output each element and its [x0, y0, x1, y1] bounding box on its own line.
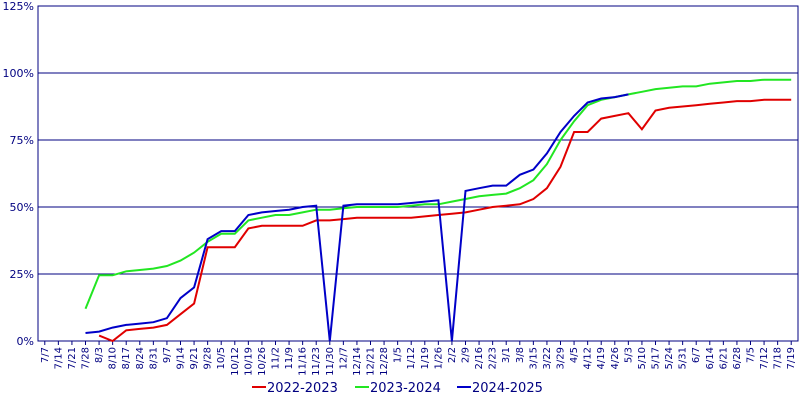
x-tick-label: 5/31: [678, 347, 689, 369]
x-tick-label: 11/9: [284, 347, 295, 369]
x-tick-label: 12/14: [352, 347, 363, 376]
y-tick-label: 75%: [10, 134, 34, 147]
x-tick-label: 10/26: [257, 347, 268, 376]
x-tick-label: 12/28: [379, 347, 390, 376]
y-tick-label: 125%: [3, 0, 34, 13]
x-tick-label: 5/24: [664, 347, 675, 369]
x-tick-label: 1/12: [406, 347, 417, 369]
x-tick-label: 3/15: [528, 347, 539, 369]
x-tick-label: 7/19: [786, 347, 797, 369]
x-tick-label: 8/24: [135, 347, 146, 369]
x-tick-label: 10/19: [243, 347, 254, 376]
x-tick-label: 2/2: [447, 347, 458, 363]
x-tick-label: 4/19: [596, 347, 607, 369]
x-tick-label: 7/7: [40, 347, 51, 363]
x-tick-label: 9/28: [203, 347, 214, 369]
x-tick-label: 11/30: [325, 347, 336, 376]
x-tick-label: 3/1: [501, 347, 512, 363]
x-tick-label: 2/9: [461, 347, 472, 363]
x-tick-label: 8/3: [94, 347, 105, 363]
x-tick-label: 8/31: [148, 347, 159, 369]
x-tick-label: 8/10: [108, 347, 119, 369]
x-tick-label: 11/23: [311, 347, 322, 376]
x-tick-label: 3/22: [542, 347, 553, 369]
x-tick-label: 5/3: [623, 347, 634, 363]
x-tick-label: 6/14: [705, 347, 716, 369]
plot-frame: [37, 5, 799, 342]
x-tick-label: 10/12: [230, 347, 241, 376]
x-tick-label: 12/7: [338, 347, 349, 369]
x-tick-label: 7/12: [759, 347, 770, 369]
y-tick-label: 0%: [17, 335, 34, 348]
x-tick-label: 5/10: [637, 347, 648, 369]
x-tick-label: 7/18: [773, 347, 784, 369]
x-tick-label: 7/21: [67, 347, 78, 369]
legend-label: 2023-2024: [370, 381, 441, 396]
x-tick-label: 12/21: [366, 347, 377, 376]
x-tick-label: 4/5: [569, 347, 580, 363]
x-tick-label: 7/28: [81, 347, 92, 369]
x-tick-label: 4/12: [583, 347, 594, 369]
x-tick-label: 6/21: [718, 347, 729, 369]
x-tick-label: 1/19: [420, 347, 431, 369]
x-tick-label: 9/21: [189, 347, 200, 369]
x-tick-label: 7/14: [53, 347, 64, 369]
x-tick-label: 10/5: [216, 347, 227, 369]
x-tick-label: 2/23: [488, 347, 499, 369]
x-tick-label: 4/26: [610, 347, 621, 369]
legend-label: 2024-2025: [472, 381, 543, 396]
series-line: [98, 98, 792, 343]
x-tick-label: 1/26: [433, 347, 444, 369]
x-tick-label: 3/8: [515, 347, 526, 363]
x-tick-label: 5/17: [651, 347, 662, 369]
x-tick-label: 9/14: [176, 347, 187, 369]
x-tick-label: 7/5: [746, 347, 757, 363]
y-tick-label: 100%: [3, 67, 34, 80]
y-tick-label: 25%: [10, 268, 34, 281]
x-tick-label: 9/7: [162, 347, 173, 363]
x-tick-label: 6/28: [732, 347, 743, 369]
series-line: [85, 93, 629, 342]
x-tick-label: 1/5: [393, 347, 404, 363]
legend-label: 2022-2023: [267, 381, 338, 396]
y-tick-label: 50%: [10, 201, 34, 214]
x-tick-label: 3/29: [556, 347, 567, 369]
x-tick-label: 11/2: [271, 347, 282, 369]
x-tick-label: 8/17: [121, 347, 132, 369]
x-tick-label: 11/16: [298, 347, 309, 376]
x-tick-label: 6/7: [691, 347, 702, 363]
x-tick-label: 2/16: [474, 347, 485, 369]
